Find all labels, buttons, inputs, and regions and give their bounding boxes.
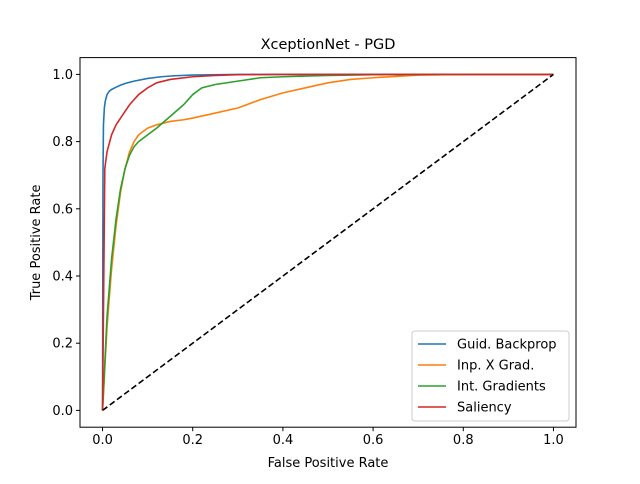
y-tick-label: 0.0 [52,404,73,419]
series-line-saliency [101,73,554,411]
y-axis-label: True Positive Rate [29,184,44,301]
x-tick-label: 0.4 [273,433,294,448]
y-tick-label: 0.4 [52,270,73,285]
y-tick-label: 0.6 [52,202,73,217]
x-tick-label: 0.8 [453,433,474,448]
legend-label: Saliency [457,401,512,416]
legend-label: Guid. Backprop [457,338,557,353]
plot-frame [79,57,577,428]
legend-label: Inp. X Grad. [457,359,534,374]
series-line-guid-backprop [101,73,554,411]
legend: Guid. Backprop Inp. X Grad. Int. Gradients… [411,330,570,422]
y-tick-label: 0.2 [52,337,73,352]
series-line-int-gradients [101,73,554,411]
chance-reference-line [102,73,554,412]
plot-layer [101,73,554,412]
x-tick-label: 0.2 [182,433,203,448]
x-tick-label: 0.6 [363,433,384,448]
y-tick-label: 0.8 [52,135,73,150]
x-axis-label: False Positive Rate [268,456,389,471]
chart-title: XceptionNet - PGD [261,37,396,53]
y-tick-label: 1.0 [52,68,73,83]
x-tick-label: 1.0 [543,433,564,448]
legend-label: Int. Gradients [457,380,546,395]
x-tick-label: 0.0 [92,433,113,448]
ticks-layer: 0.0 0.2 0.4 0.6 0.8 1.0 0.0 0.2 0.4 0.6 0.8 1.0 [52,68,563,448]
legend-box [411,330,570,422]
